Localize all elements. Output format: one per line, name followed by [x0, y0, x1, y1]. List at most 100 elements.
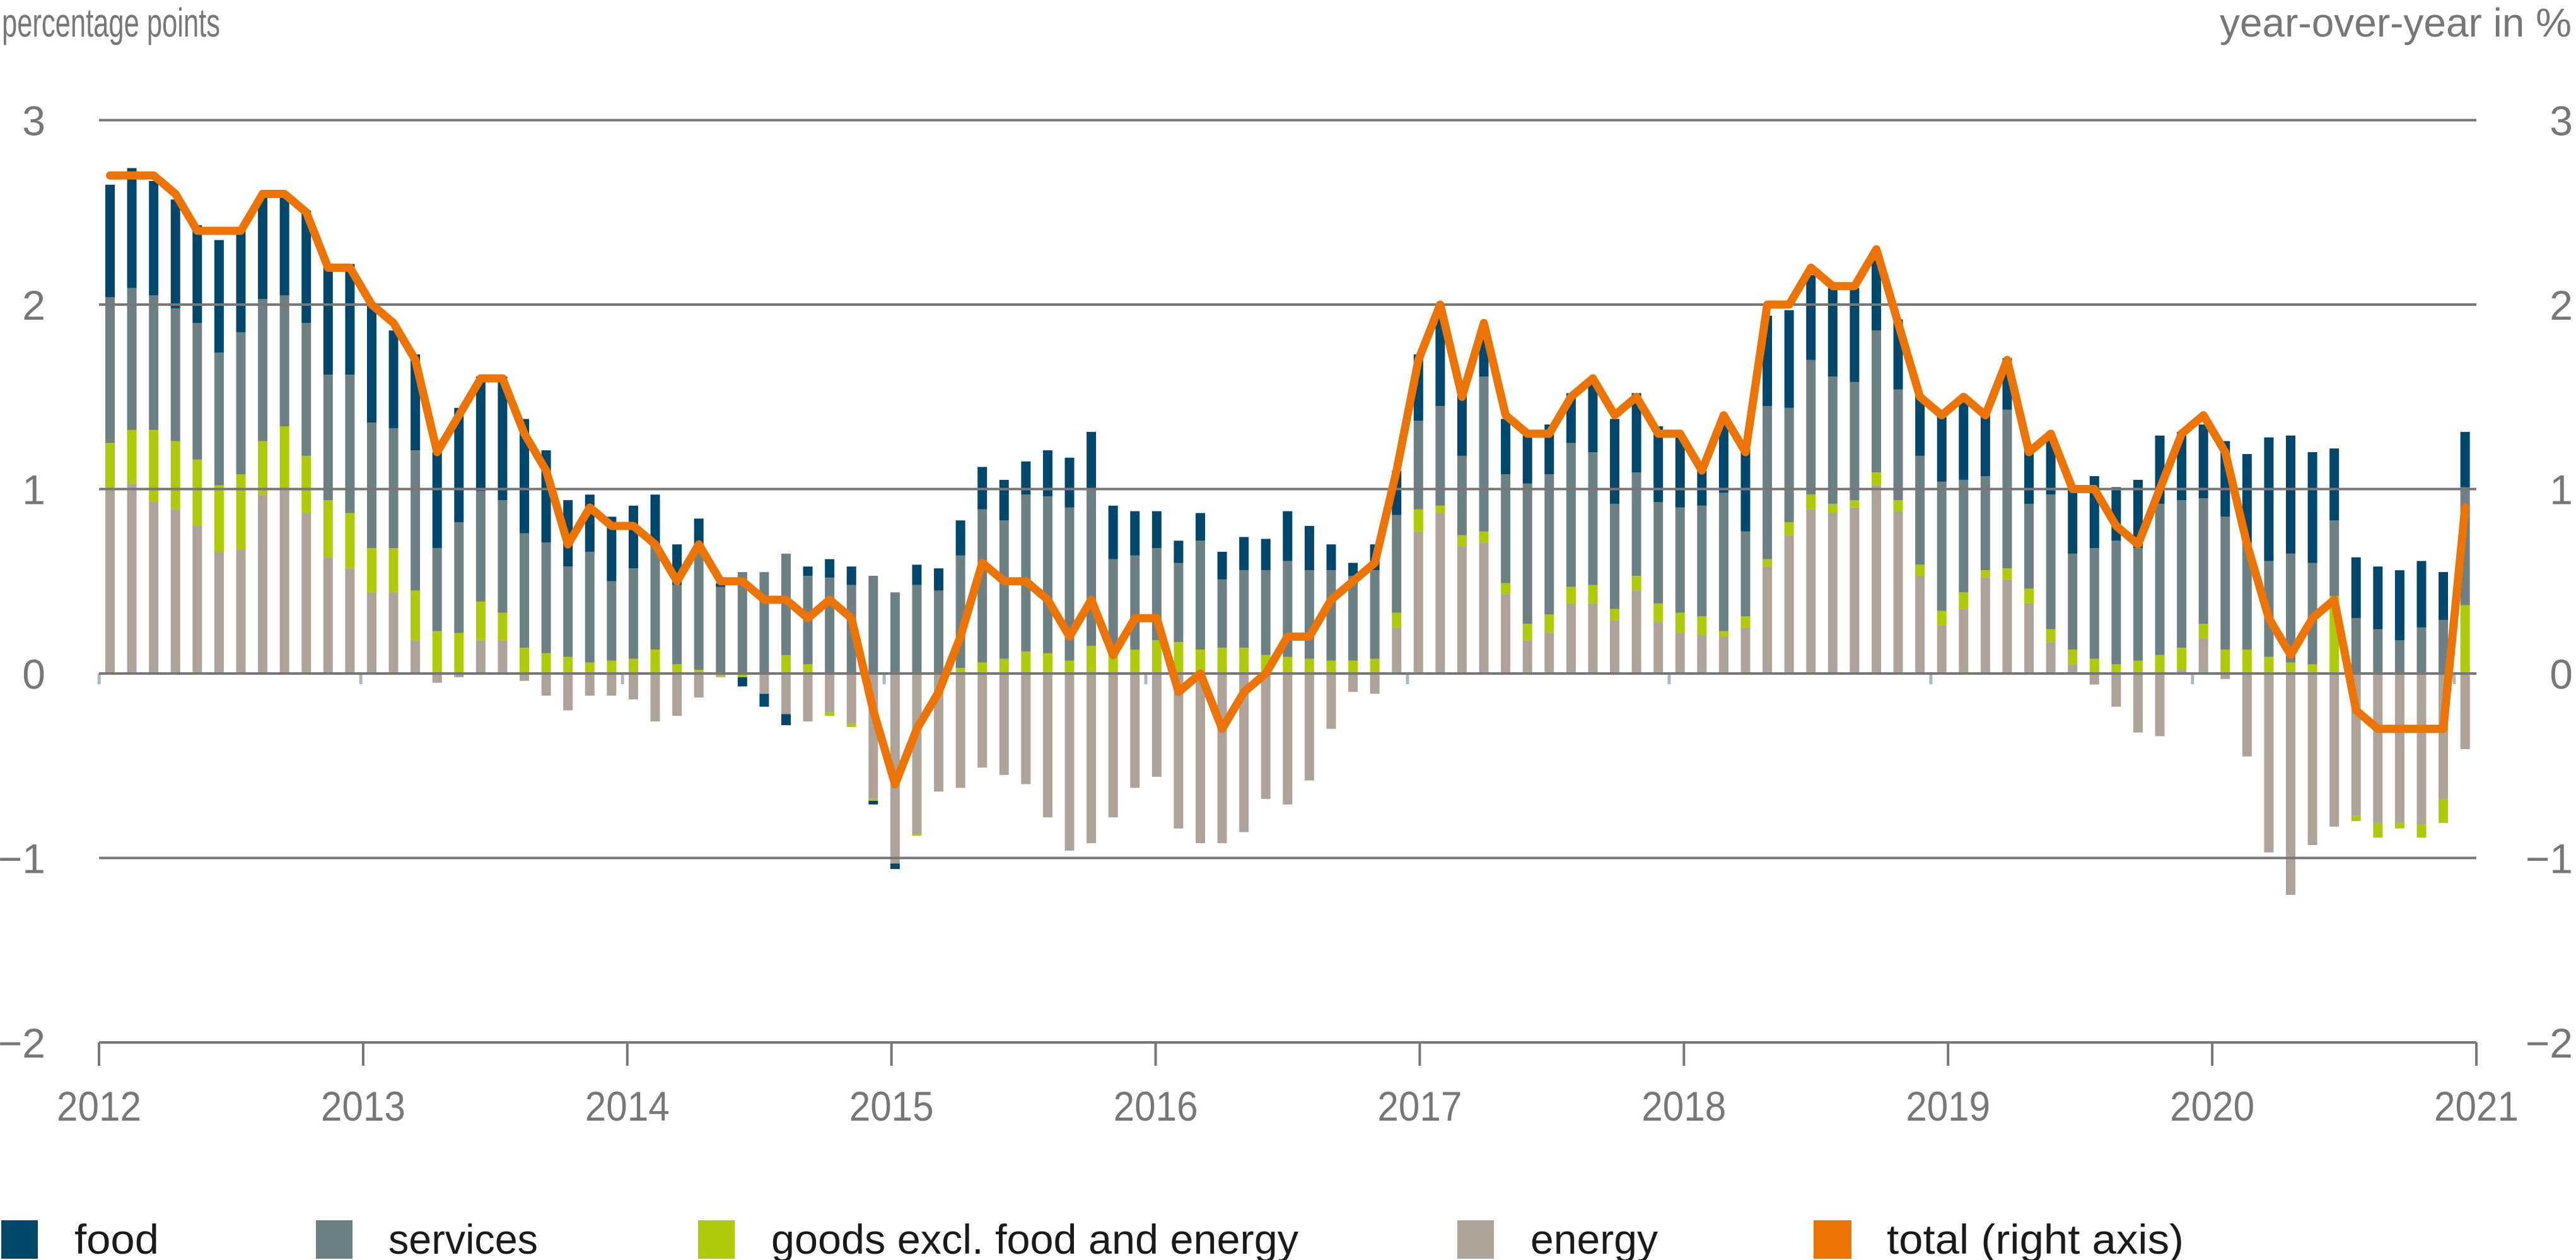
bar-segment-goods	[737, 674, 747, 677]
legend-label-total: total (right axis)	[1887, 1216, 2184, 1260]
legend-swatch-services	[316, 1220, 353, 1259]
bar-segment-services	[1610, 503, 1620, 609]
legend-item-goods: goods excl. food and energy	[698, 1216, 1298, 1260]
bar-segment-services	[1871, 330, 1881, 473]
bar-segment-goods	[1871, 472, 1881, 486]
bar-segment-energy	[628, 674, 638, 699]
legend-item-total: total (right axis)	[1814, 1216, 2184, 1260]
bar-segment-food	[258, 194, 268, 300]
bar-segment-energy	[236, 550, 246, 674]
bar-segment-energy	[1566, 603, 1576, 674]
bar-segment-food	[2373, 566, 2383, 629]
bar-segment-energy	[585, 674, 595, 696]
bar-segment-services	[1959, 479, 1969, 593]
bar-segment-food	[781, 714, 791, 725]
bar-segment-goods	[716, 675, 726, 677]
bar-segment-services	[475, 491, 486, 602]
bar-segment-energy	[1959, 609, 1969, 674]
bar-segment-food	[1261, 539, 1271, 571]
bar-segment-energy	[2046, 642, 2056, 674]
bar-segment-food	[999, 479, 1009, 521]
bar-segment-energy	[2416, 674, 2427, 825]
bar-segment-energy	[1631, 590, 1641, 674]
bar-segment-food	[1980, 415, 1990, 477]
bar-segment-goods	[1021, 651, 1031, 674]
x-tick-label: 2020	[2170, 1083, 2254, 1129]
bar-segment-energy	[781, 674, 791, 715]
total-series-line	[106, 171, 2469, 788]
bar-segment-goods	[1108, 655, 1118, 674]
bar-segment-energy	[1392, 627, 1402, 674]
bar-segment-food	[1784, 310, 1794, 408]
bar-segment-goods	[432, 631, 442, 674]
bar-segment-services	[1718, 493, 1728, 631]
zero-line-year-ticks	[97, 674, 2456, 684]
bar-segment-goods	[127, 429, 137, 484]
bar-segment-services	[1304, 570, 1314, 659]
x-axis-labels: 2012 2013 2014 2015 2016 2017 2018 2019 …	[57, 1083, 2519, 1129]
bar-segment-services	[912, 585, 922, 674]
bar-segment-services	[1087, 489, 1097, 646]
bar-segment-services	[2133, 548, 2143, 661]
bar-segment-goods	[781, 655, 791, 674]
bar-segment-goods	[563, 656, 573, 674]
bar-segment-energy	[127, 483, 137, 674]
bar-segment-food	[1174, 540, 1184, 563]
bar-segment-services	[2024, 503, 2034, 589]
bar-segment-energy	[1980, 577, 1990, 674]
bar-segment-food	[388, 330, 399, 428]
bar-segment-energy	[1544, 633, 1554, 674]
bar-segment-goods	[149, 429, 159, 502]
bar-segment-services	[1675, 507, 1685, 613]
bar-segment-energy	[1021, 674, 1031, 785]
bar-segment-services	[934, 590, 944, 674]
bar-segment-goods	[1937, 610, 1947, 626]
bar-segment-energy	[1370, 674, 1380, 694]
bar-segment-goods	[1435, 505, 1445, 513]
bar-segment-services	[1370, 570, 1380, 659]
bar-segment-energy	[149, 501, 159, 674]
bar-segment-energy	[2220, 674, 2230, 679]
bar-segment-goods	[2133, 660, 2143, 674]
bar-segment-goods	[475, 601, 486, 641]
bar-segment-food	[301, 210, 312, 324]
legend-label-food: food	[74, 1216, 159, 1260]
bar-segment-goods	[1653, 603, 1664, 622]
bar-segment-goods	[825, 712, 835, 716]
bar-segment-services	[672, 585, 682, 665]
bar-segment-food	[2286, 435, 2295, 554]
bar-segment-goods	[454, 633, 464, 674]
bar-segment-food	[1042, 450, 1052, 497]
bar-segment-food	[192, 225, 202, 324]
bar-segment-services	[1413, 421, 1423, 510]
x-tick-label: 2012	[57, 1083, 141, 1129]
bar-segment-services	[411, 450, 421, 591]
bar-segment-food	[1217, 551, 1227, 580]
bar-segment-energy	[1304, 674, 1314, 781]
bar-segment-goods	[2089, 658, 2099, 674]
y-tick-left-label: 3	[22, 98, 45, 144]
bar-segment-goods	[868, 798, 878, 801]
y-tick-right-label: 0	[2550, 651, 2573, 697]
bar-segment-energy	[1087, 674, 1097, 844]
bar-segment-energy	[2286, 674, 2295, 895]
x-tick-label: 2013	[321, 1083, 405, 1129]
bar-segment-food	[694, 518, 704, 547]
bar-segment-food	[236, 231, 246, 332]
bar-segment-goods	[2242, 649, 2252, 674]
bar-segment-food	[955, 520, 965, 556]
bar-segment-services	[454, 522, 464, 633]
bar-segment-food	[1130, 511, 1140, 556]
bar-segment-goods	[2351, 815, 2361, 821]
bar-segment-services	[607, 581, 617, 661]
bar-segment-goods	[2439, 798, 2449, 823]
bar-segment-energy	[672, 674, 682, 716]
x-axis-ticks	[98, 1042, 2478, 1066]
legend-swatch-goods	[698, 1220, 735, 1259]
bar-segment-energy	[1174, 674, 1184, 829]
bar-segment-energy	[475, 640, 486, 674]
bar-segment-energy	[2307, 674, 2317, 846]
bar-segment-goods	[1087, 646, 1097, 674]
bar-segment-goods	[2198, 624, 2208, 639]
bar-segment-services	[1566, 443, 1576, 587]
